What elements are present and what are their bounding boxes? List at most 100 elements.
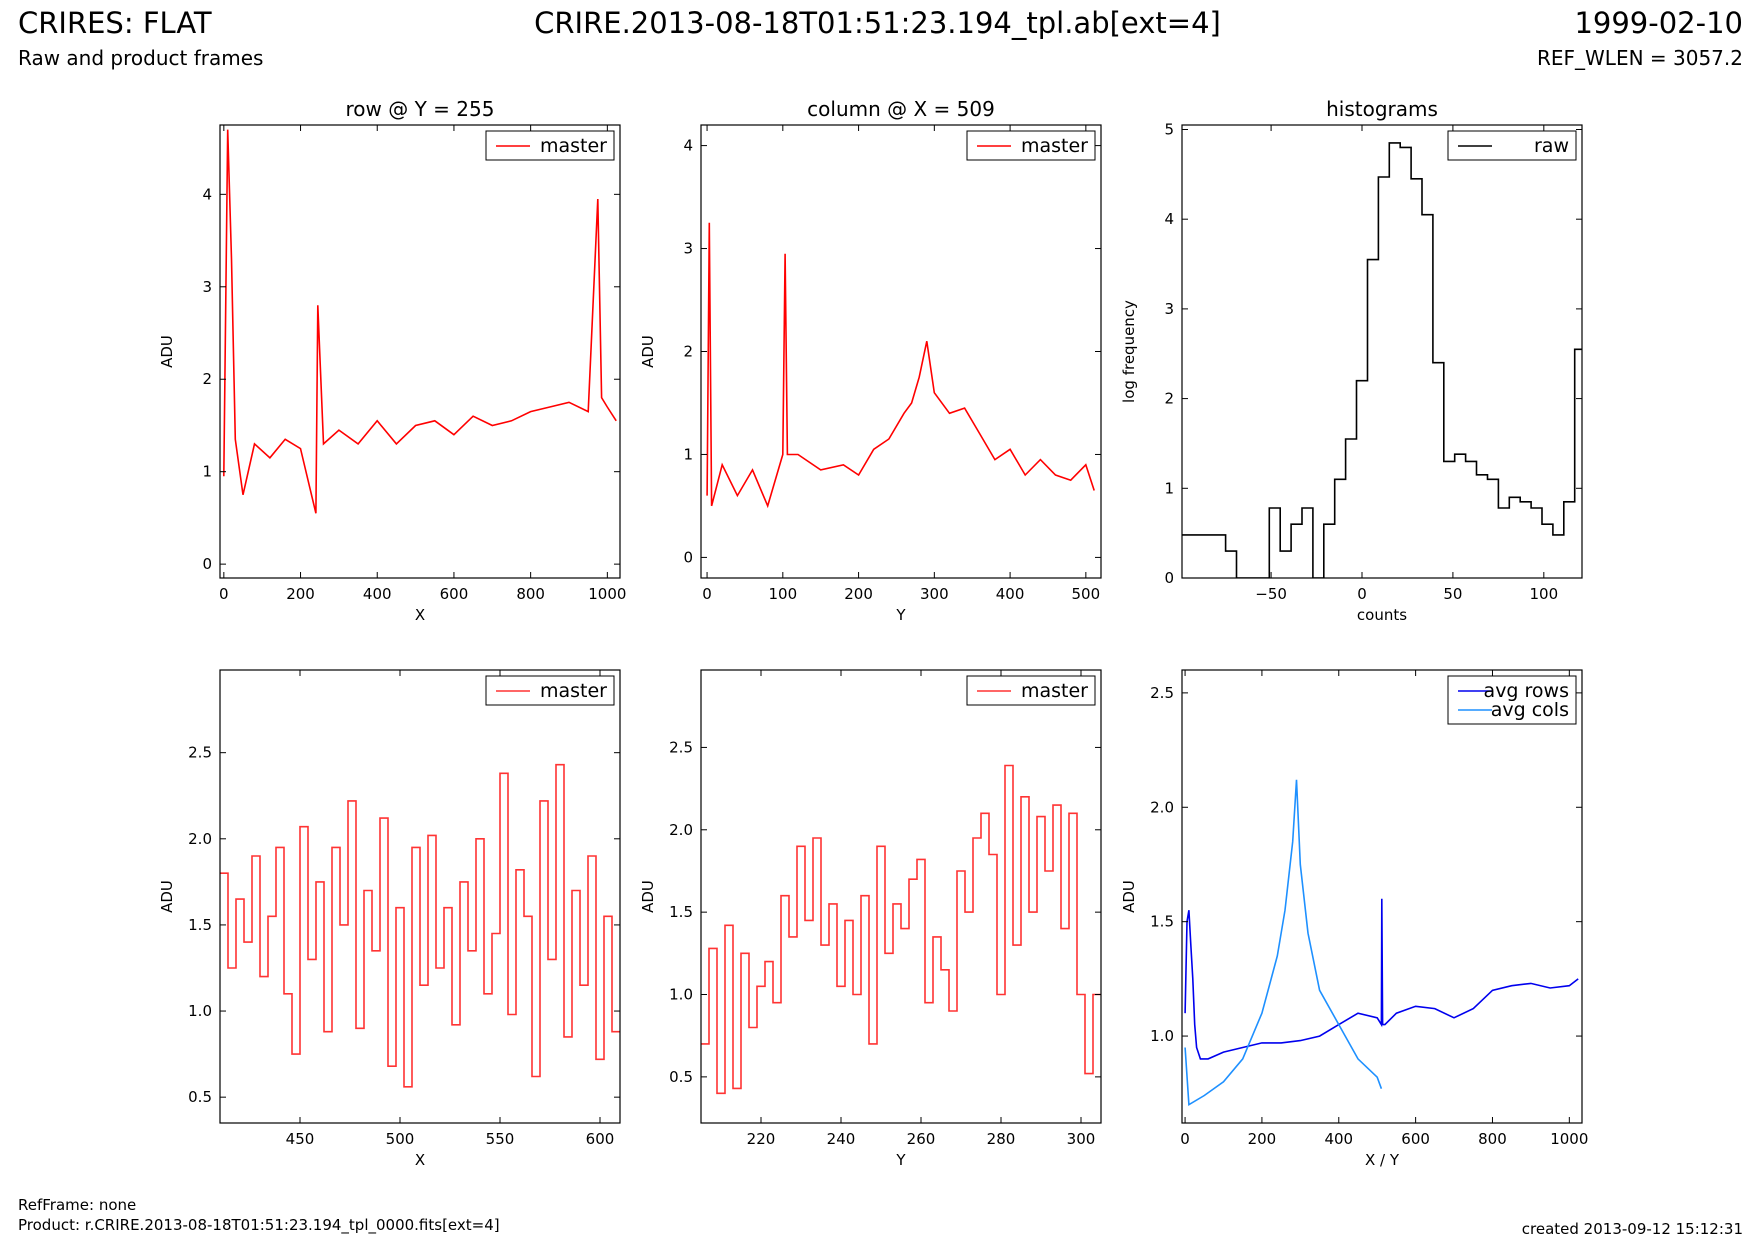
x-tick-label: 600 [1401, 1130, 1430, 1148]
legend-label: avg rows [1484, 680, 1569, 702]
series-line-row-zoom-0 [220, 763, 620, 1088]
y-axis-label: ADU [158, 880, 176, 913]
y-axis-label: ADU [1120, 880, 1138, 913]
plot-frame [700, 669, 1102, 1124]
series-line-col-zoom-0 [701, 764, 1101, 1095]
page-title: CRIRES: FLAT [18, 6, 212, 40]
y-tick-label: 2 [1164, 390, 1174, 408]
legend-label: master [540, 135, 607, 157]
y-tick-label: 0.5 [188, 1088, 212, 1106]
legend: master [485, 130, 615, 161]
x-tick-label: 50 [1443, 585, 1462, 603]
y-tick-label: 2.0 [188, 830, 212, 848]
refframe-label: RefFrame: none [18, 1196, 137, 1214]
legend: master [966, 675, 1096, 706]
y-tick-label: 1 [683, 445, 693, 463]
chart-averages: 0 200 400 600 800 1000 1.0 1.5 2.0 2.5 X / Y ADU avg… [1120, 669, 1588, 1169]
x-tick-label: 600 [440, 585, 469, 603]
chart-col-zoom: 220 240 260 280 300 0.5 1.0 1.5 2.0 2.5 Y ADU master [639, 669, 1102, 1169]
x-axis-label: Y [895, 1151, 906, 1169]
y-axis-label: ADU [639, 335, 657, 368]
x-tick-label: 400 [363, 585, 392, 603]
x-tick-label: 300 [1067, 1130, 1096, 1148]
y-tick-label: 3 [202, 278, 212, 296]
y-tick-label: 2 [683, 343, 693, 361]
legend-label: raw [1534, 135, 1569, 157]
series-line-col-full-0 [706, 222, 1095, 509]
y-tick-label: 1 [202, 463, 212, 481]
y-tick-label: 1.0 [669, 986, 693, 1004]
created-label: created 2013-09-12 15:12:31 [1521, 1220, 1743, 1238]
legend: master [485, 675, 615, 706]
file-title: CRIRE.2013-08-18T01:51:23.194_tpl.ab[ext… [534, 6, 1221, 40]
x-axis-label: X [415, 1151, 425, 1169]
y-tick-label: 1.0 [1150, 1027, 1174, 1045]
series-line-row-full-0 [223, 129, 617, 514]
plot-frame [700, 124, 1102, 579]
chart-title: row @ Y = 255 [346, 97, 495, 121]
chart-histogram: −50 0 50 100 0 1 2 3 4 5 histograms counts log frequ… [1120, 97, 1583, 624]
plot-frame [219, 669, 621, 1124]
x-tick-label: 800 [516, 585, 545, 603]
x-tick-label: 600 [586, 1130, 615, 1148]
y-tick-label: 2.0 [1150, 798, 1174, 816]
y-tick-label: 2.0 [669, 821, 693, 839]
x-tick-label: 500 [386, 1130, 415, 1148]
x-tick-label: 100 [1529, 585, 1558, 603]
x-tick-label: 0 [1180, 1130, 1190, 1148]
y-tick-label: 3 [683, 240, 693, 258]
x-axis-label: X [415, 606, 425, 624]
y-tick-label: 2 [202, 370, 212, 388]
x-tick-label: 260 [907, 1130, 936, 1148]
series-line-averages-0 [1184, 898, 1579, 1060]
x-axis-label: X / Y [1365, 1151, 1400, 1169]
legend-label: master [1021, 135, 1088, 157]
legend-label: avg cols [1491, 699, 1569, 721]
x-tick-label: 200 [1248, 1130, 1277, 1148]
plot-frame [1181, 124, 1583, 579]
x-tick-label: 300 [920, 585, 949, 603]
series-line-histogram-0 [1182, 142, 1582, 578]
x-tick-label: 400 [996, 585, 1025, 603]
ref-wlen-label: REF_WLEN = 3057.2 [1536, 46, 1743, 70]
y-tick-label: 2.5 [188, 744, 212, 762]
x-tick-label: 220 [747, 1130, 776, 1148]
series-line-averages-1 [1184, 779, 1383, 1107]
x-tick-label: 280 [987, 1130, 1016, 1148]
chart-row-zoom: 450 500 550 600 0.5 1.0 1.5 2.0 2.5 X ADU master [158, 669, 621, 1169]
y-tick-label: 0 [683, 548, 693, 566]
x-tick-label: 0 [702, 585, 712, 603]
plot-frame [1181, 669, 1583, 1124]
y-axis-label: ADU [639, 880, 657, 913]
y-tick-label: 1.5 [669, 903, 693, 921]
x-tick-label: 1000 [1550, 1130, 1588, 1148]
date-label: 1999-02-10 [1574, 6, 1743, 40]
y-tick-label: 0 [202, 555, 212, 573]
x-tick-label: 200 [844, 585, 873, 603]
x-tick-label: 200 [286, 585, 315, 603]
y-tick-label: 4 [202, 185, 212, 203]
x-tick-label: 1000 [588, 585, 626, 603]
y-tick-label: 2.5 [1150, 684, 1174, 702]
product-label: Product: r.CRIRE.2013-08-18T01:51:23.194… [18, 1216, 500, 1234]
chart-title: histograms [1326, 97, 1438, 121]
x-tick-label: 450 [286, 1130, 315, 1148]
legend-label: master [1021, 680, 1088, 702]
legend: master [966, 130, 1096, 161]
x-tick-label: 500 [1072, 585, 1101, 603]
x-tick-label: 550 [486, 1130, 515, 1148]
y-tick-label: 0.5 [669, 1068, 693, 1086]
y-axis-label: ADU [158, 335, 176, 368]
y-tick-label: 0 [1164, 569, 1174, 587]
y-tick-label: 1.5 [188, 916, 212, 934]
plot-frame [219, 124, 621, 579]
chart-title: column @ X = 509 [807, 97, 995, 121]
x-tick-label: −50 [1255, 585, 1287, 603]
y-tick-label: 1.5 [1150, 913, 1174, 931]
x-tick-label: 800 [1478, 1130, 1507, 1148]
x-tick-label: 100 [768, 585, 797, 603]
y-tick-label: 2.5 [669, 738, 693, 756]
y-tick-label: 3 [1164, 300, 1174, 318]
